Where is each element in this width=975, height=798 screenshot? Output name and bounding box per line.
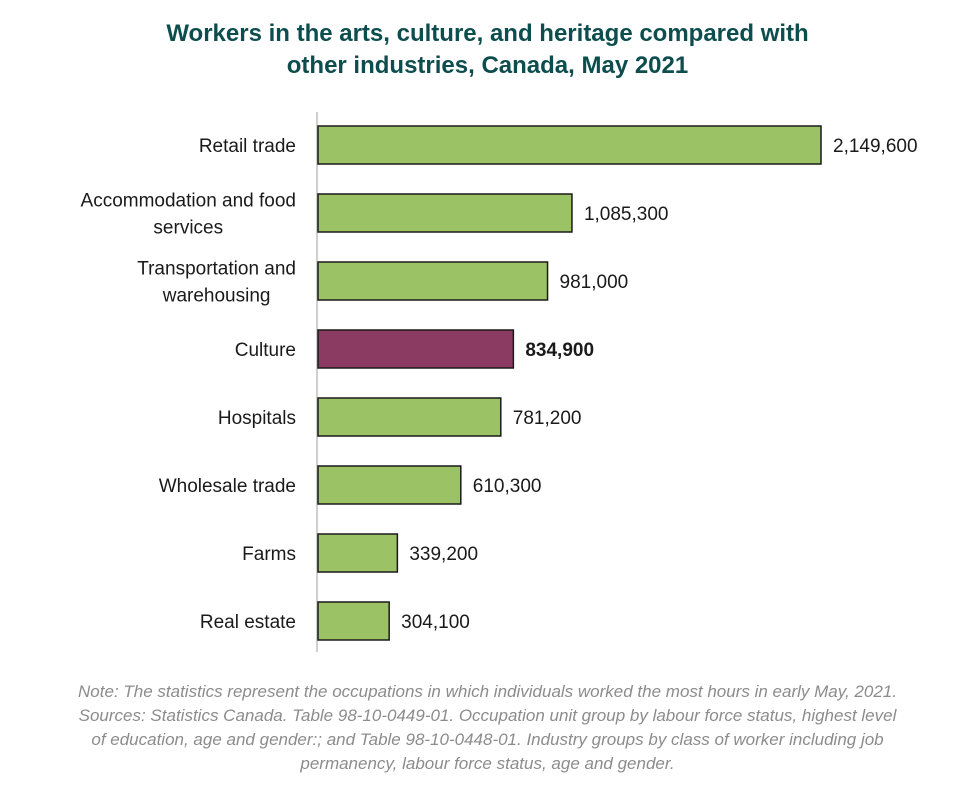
bar-culture (317, 329, 515, 369)
bar-accommodation-and-food-services (317, 193, 573, 233)
bar-farms (317, 533, 399, 573)
bar-retail-trade (317, 125, 822, 165)
note-line-3: of education, age and gender:; and Table… (91, 730, 884, 749)
chart-title-line-1: Workers in the arts, culture, and herita… (166, 20, 809, 47)
value-label: 1,085,300 (584, 204, 669, 225)
chart-note: Note: The statistics represent the occup… (30, 680, 945, 776)
category-label: Real estate (200, 612, 296, 633)
category-label: Wholesale trade (159, 476, 296, 497)
chart-title-line-2: other industries, Canada, May 2021 (286, 52, 689, 79)
chart-title: Workers in the arts, culture, and herita… (0, 18, 975, 82)
value-label: 781,200 (513, 408, 582, 429)
category-label: Farms (242, 544, 296, 565)
bar-transportation-and-warehousing (317, 261, 549, 301)
category-label: Culture (235, 340, 296, 361)
value-label: 304,100 (401, 612, 470, 633)
value-label: 610,300 (473, 476, 542, 497)
bar-real-estate (317, 601, 390, 641)
note-line-2: Sources: Statistics Canada. Table 98-10-… (78, 706, 897, 725)
value-label: 339,200 (409, 544, 478, 565)
value-label: 834,900 (525, 340, 594, 361)
category-label: Transportation and warehousing (137, 259, 296, 307)
value-label: 981,000 (560, 272, 629, 293)
bar-hospitals (317, 397, 502, 437)
category-label: Hospitals (218, 408, 296, 429)
bar-wholesale-trade (317, 465, 462, 505)
note-line-4: permanency, labour force status, age and… (300, 754, 675, 773)
value-label: 2,149,600 (833, 136, 918, 157)
category-label: Accommodation and food services (81, 191, 296, 239)
category-label: Retail trade (199, 136, 296, 157)
note-line-1: Note: The statistics represent the occup… (78, 682, 897, 701)
bar-chart: 2,149,600 Retail trade 1,085,300 Accommodat… (81, 112, 918, 652)
